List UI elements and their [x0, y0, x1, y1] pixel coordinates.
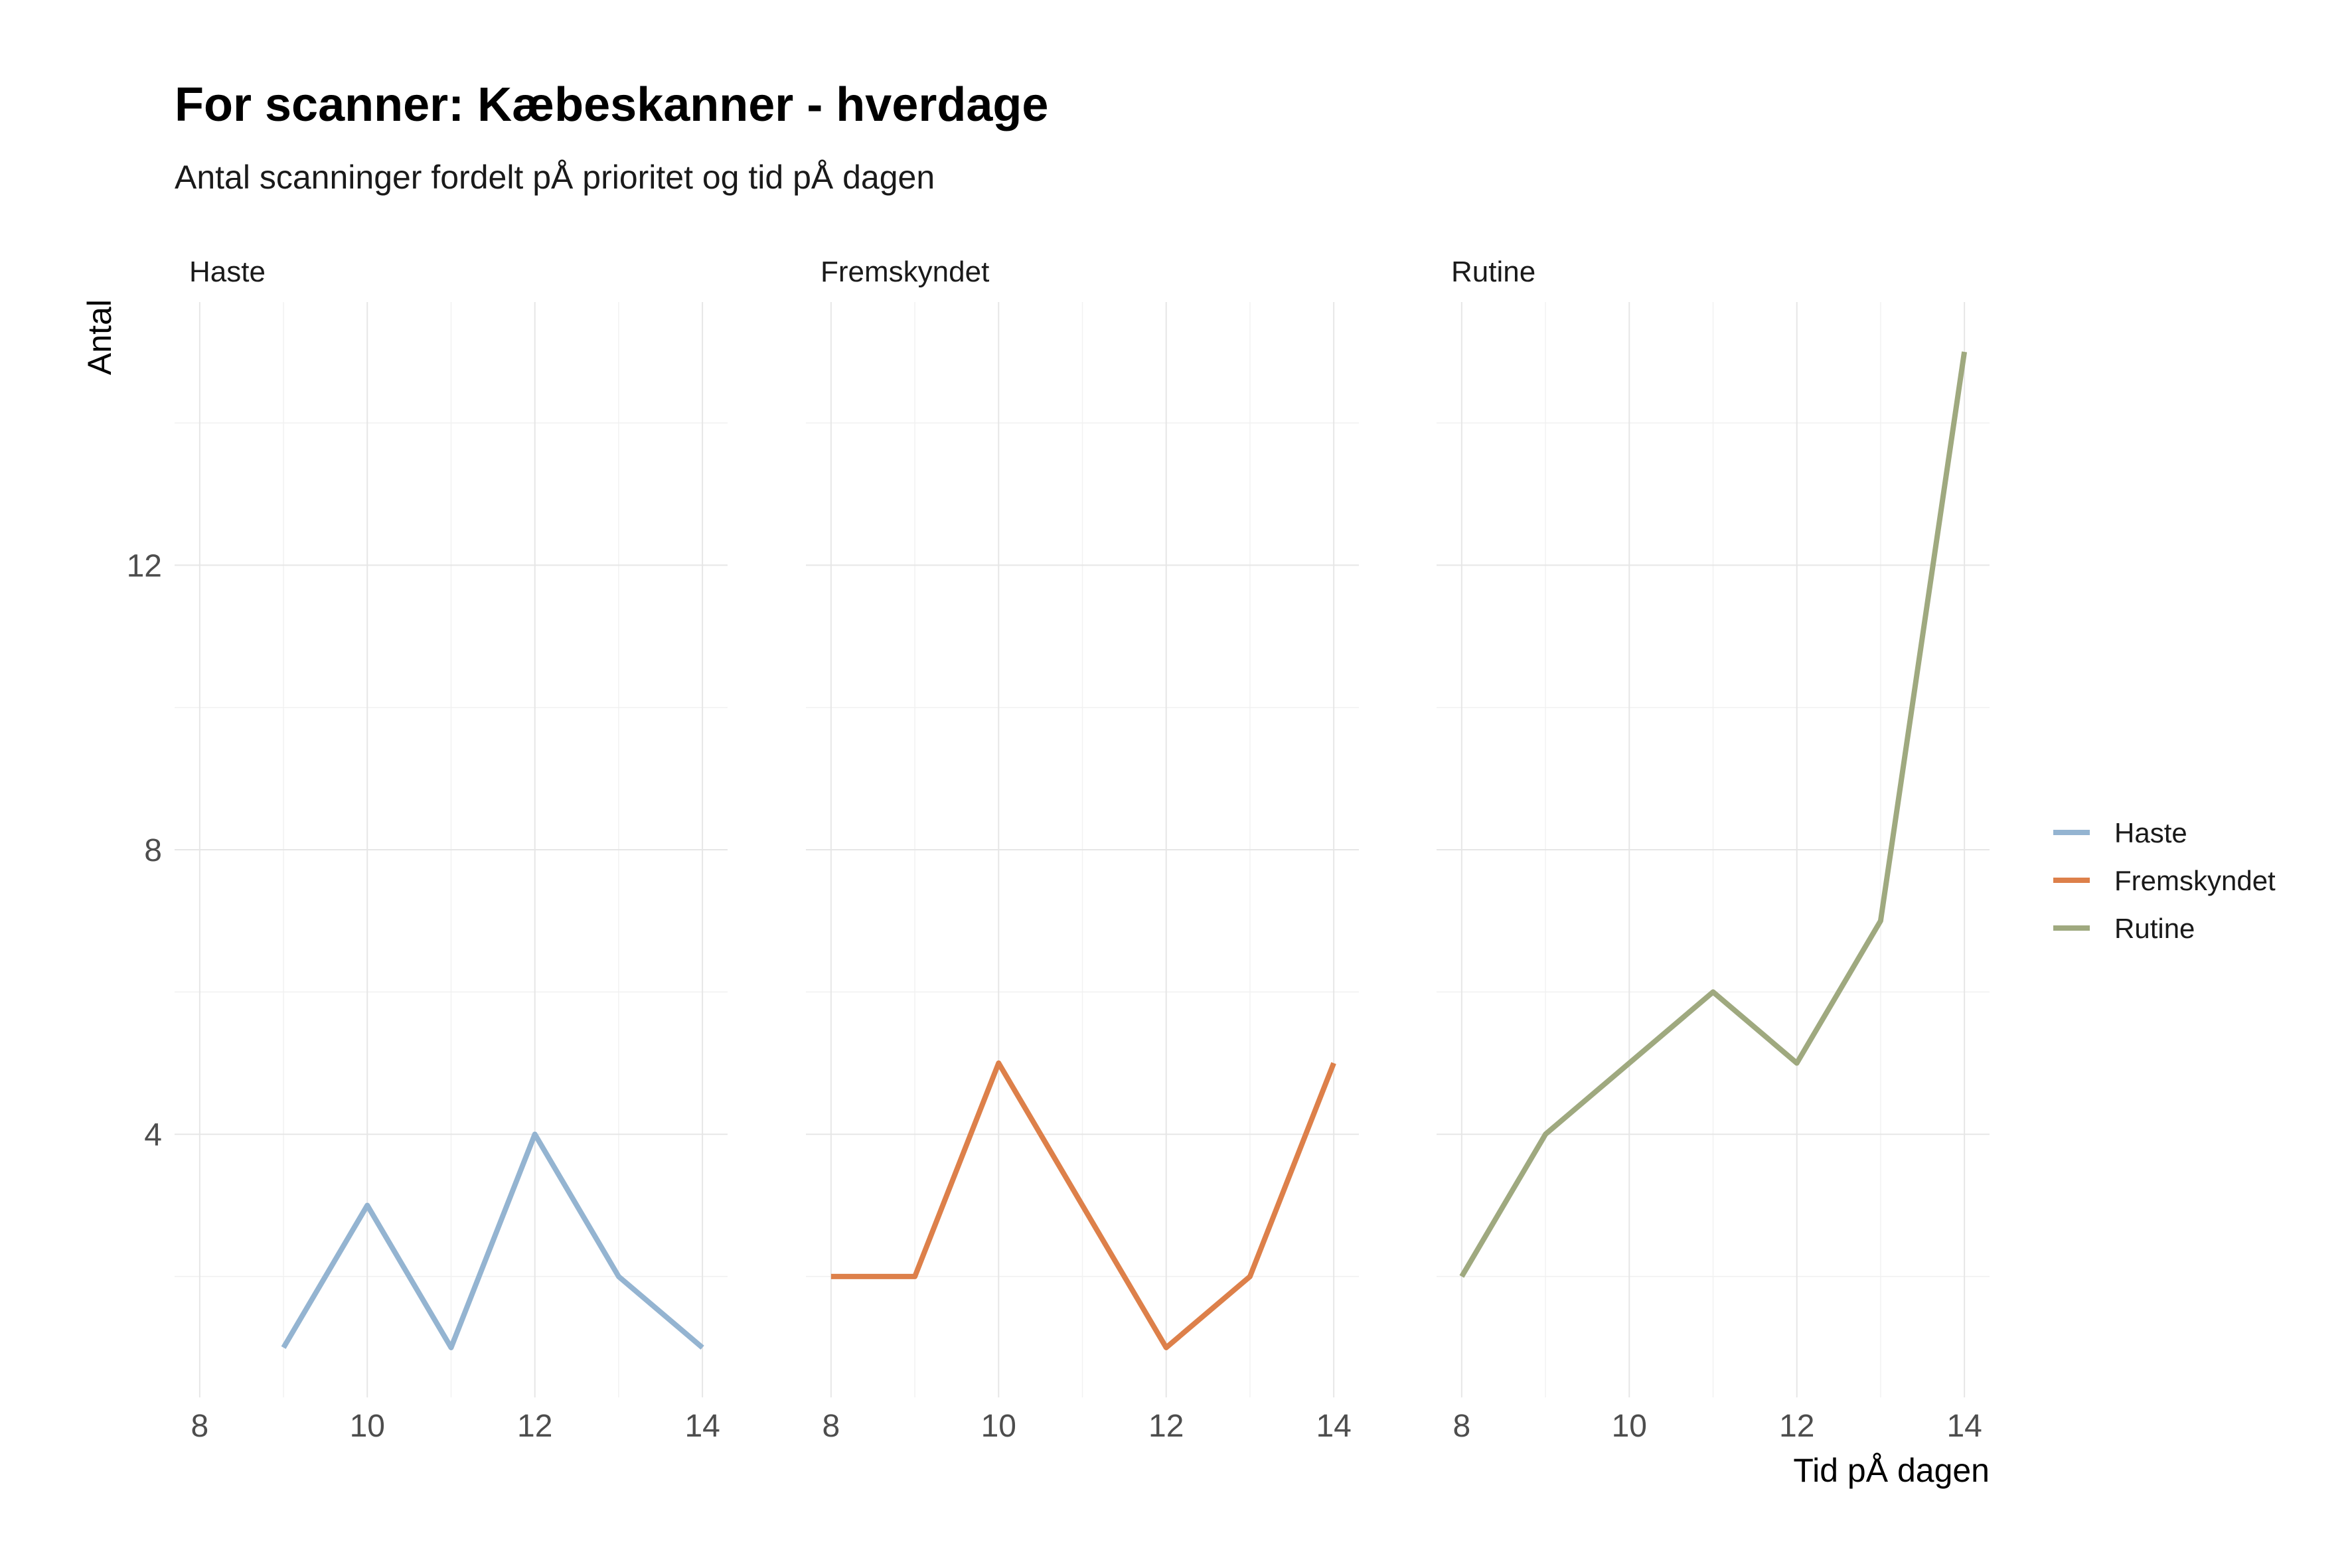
facet-panel-rutine: Rutine 8 10 12 14 [1437, 256, 1990, 1444]
x-tick-label: 8 [191, 1409, 209, 1444]
legend: Haste Fremskyndet Rutine [2053, 817, 2276, 944]
facet-strip-label: Haste [189, 256, 266, 288]
x-tick-label: 10 [350, 1409, 385, 1444]
x-tick-label: 14 [684, 1409, 720, 1444]
x-tick-label: 14 [1946, 1409, 1982, 1444]
legend-item-rutine: Rutine [2053, 913, 2195, 944]
x-axis-title: Tid pÅ dagen [1793, 1452, 1990, 1489]
facet-panel-fremskyndet: Fremskyndet 8 10 12 14 [806, 256, 1359, 1444]
x-tick-label: 12 [1148, 1409, 1184, 1444]
facet-panel-haste: Haste 8 10 12 14 4 8 12 [127, 256, 728, 1444]
facet-strip-label: Rutine [1451, 256, 1535, 288]
facet-strip-label: Fremskyndet [821, 256, 989, 288]
x-tick-label: 8 [1453, 1409, 1471, 1444]
x-tick-label: 8 [823, 1409, 840, 1444]
series-line-fremskyndet [830, 1060, 1336, 1350]
series-line-haste [281, 1131, 704, 1350]
legend-label: Haste [2114, 817, 2187, 848]
y-tick-label: 8 [144, 833, 162, 868]
x-tick-label: 12 [517, 1409, 552, 1444]
chart-subtitle: Antal scanninger fordelt pÅ prioritet og… [175, 159, 935, 196]
legend-label: Rutine [2114, 913, 2195, 944]
legend-item-haste: Haste [2053, 817, 2187, 848]
x-tick-label: 10 [1612, 1409, 1647, 1444]
x-tick-label: 10 [981, 1409, 1016, 1444]
y-tick-label: 12 [127, 548, 162, 584]
chart-title: For scanner: Kæbeskanner - hverdage [175, 78, 1048, 131]
x-tick-label: 14 [1316, 1409, 1351, 1444]
y-axis-title: Antal [81, 299, 118, 375]
x-tick-label: 12 [1779, 1409, 1814, 1444]
series-line-rutine [1459, 351, 1968, 1278]
legend-item-fremskyndet: Fremskyndet [2053, 865, 2276, 896]
y-tick-label: 4 [144, 1118, 162, 1153]
legend-label: Fremskyndet [2114, 865, 2276, 896]
